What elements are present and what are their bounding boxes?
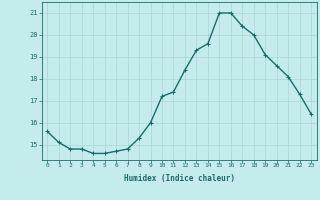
X-axis label: Humidex (Indice chaleur): Humidex (Indice chaleur) — [124, 174, 235, 183]
